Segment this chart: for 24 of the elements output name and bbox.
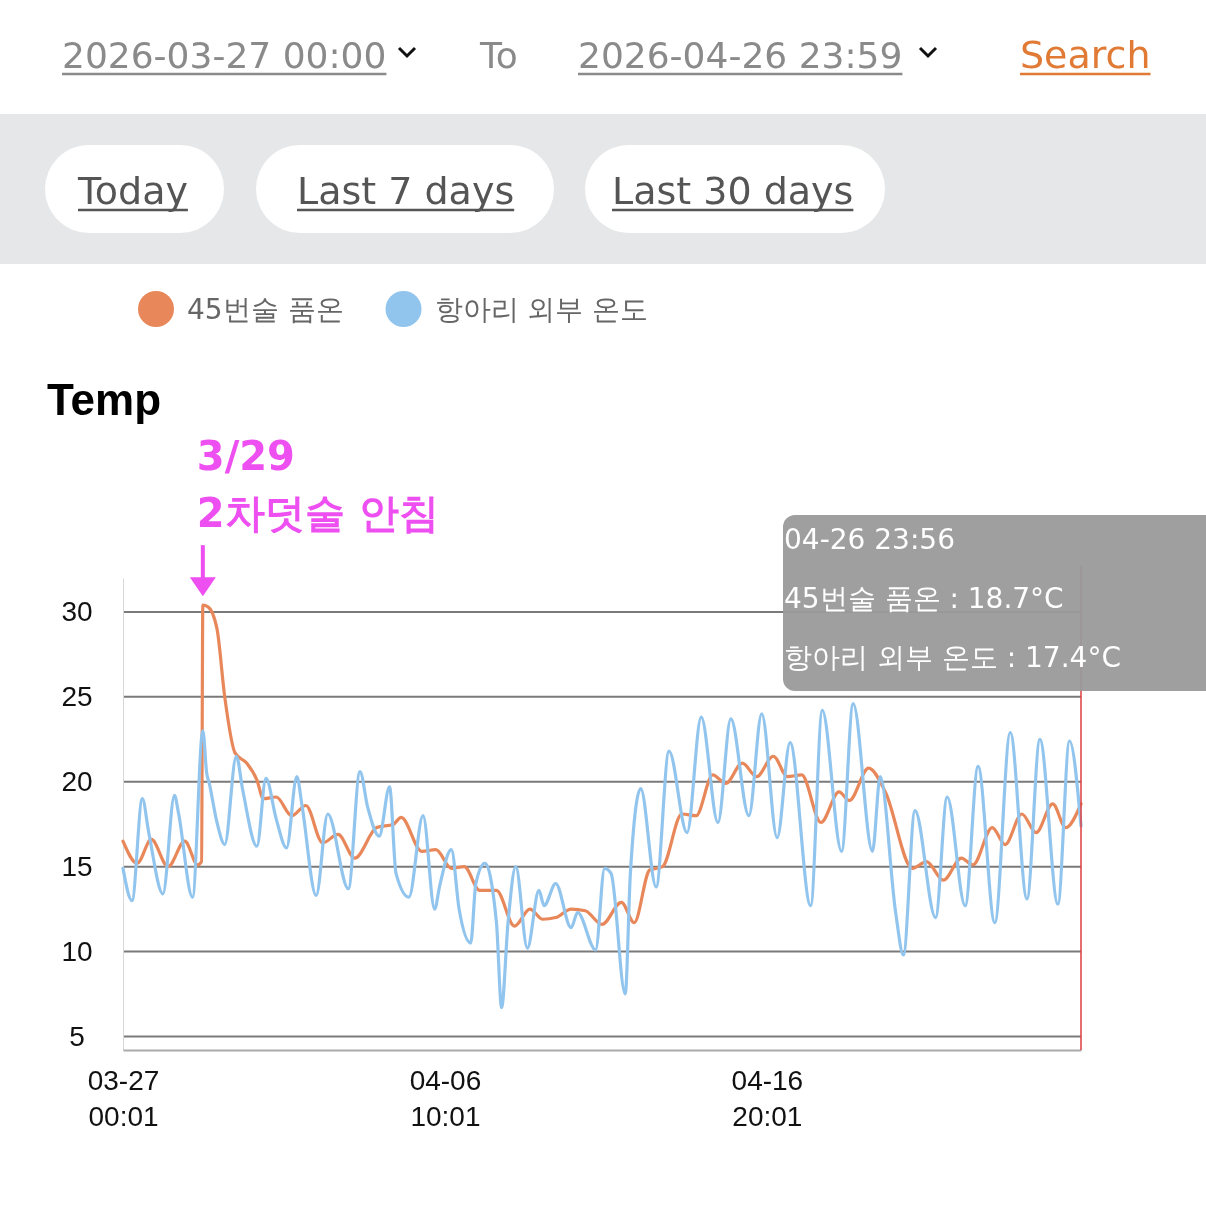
text: Last 7 days bbox=[297, 169, 515, 213]
y-tick-label: 20 bbox=[61, 766, 93, 798]
y-tick-label: 30 bbox=[61, 596, 93, 628]
text: 04-26 23:56 bbox=[784, 523, 955, 556]
text: To bbox=[479, 35, 518, 76]
text: 2026-03-27 00:00 bbox=[62, 35, 387, 76]
legend-label: 45번술 품온 bbox=[187, 293, 344, 326]
y-axis-title: Temp bbox=[47, 375, 162, 424]
annotation: 3/29 2차덧술 안침 bbox=[196, 433, 439, 537]
text: Last 30 days bbox=[612, 169, 854, 213]
line-series bbox=[121, 702, 1083, 1010]
legend-label: 항아리 외부 온도 bbox=[434, 293, 649, 326]
x-tick-label: 04-16 20:01 bbox=[731, 1065, 804, 1132]
x-tick-label: 04-06 10:01 bbox=[409, 1065, 482, 1132]
x-tick-label: 03-27 00:01 bbox=[87, 1065, 160, 1132]
text: Search bbox=[1020, 33, 1151, 77]
y-tick-label: 15 bbox=[61, 851, 93, 883]
annotation: 항아리 외부 온도 : 17.4°C bbox=[784, 641, 1121, 674]
y-tick-label: 5 bbox=[69, 1020, 85, 1052]
text: Today bbox=[77, 169, 188, 213]
y-tick-label: 10 bbox=[61, 935, 93, 967]
y-tick-label: 25 bbox=[61, 681, 93, 713]
text: 2026-04-26 23:59 bbox=[578, 35, 903, 76]
annotation: 45번술 품온 : 18.7°C bbox=[784, 582, 1064, 615]
